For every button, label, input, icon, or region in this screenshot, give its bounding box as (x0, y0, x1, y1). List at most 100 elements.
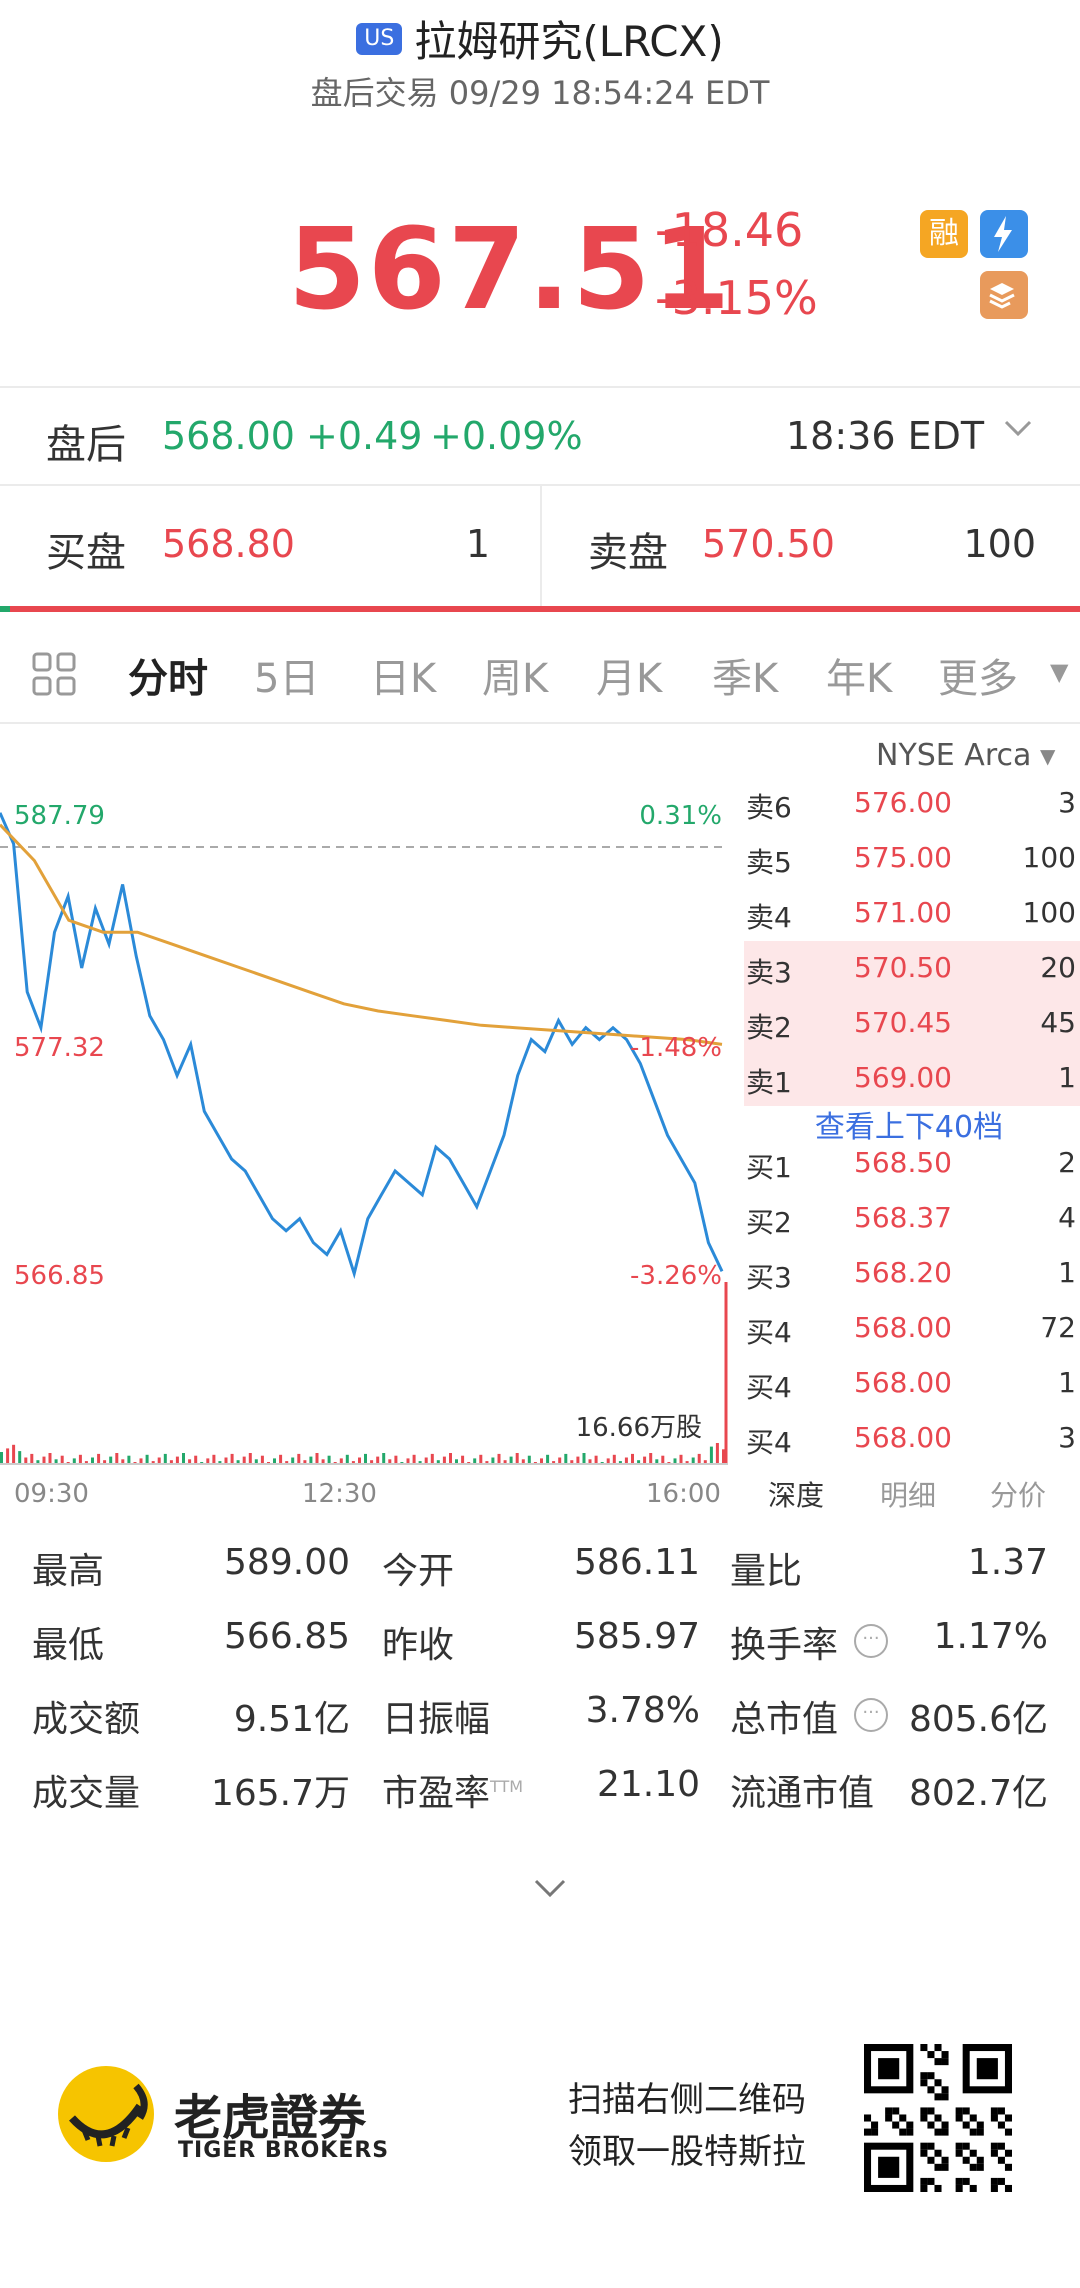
volume-bar (345, 1454, 349, 1464)
sell-level-row[interactable]: 卖3 570.50 20 (744, 941, 1080, 996)
volume-bar (24, 1457, 28, 1464)
volume-bar (503, 1460, 507, 1464)
y-label-top-pct: 0.31% (639, 801, 722, 831)
buy-level-label: 买4 (746, 1316, 792, 1349)
tab-price-dist[interactable]: 分价 (990, 1479, 1047, 1512)
sell-level-qty: 100 (1022, 896, 1076, 929)
volume-bar (212, 1454, 216, 1464)
margin-badge-icon[interactable]: 融 (920, 210, 968, 258)
stat-float-cap: 802.7亿 (908, 1773, 1048, 1814)
volume-bar (230, 1453, 234, 1464)
title-row: US 拉姆研究(LRCX) (0, 8, 1080, 69)
stat-pe-label: 市盈率TTM (382, 1764, 523, 1816)
volume-bar (388, 1459, 392, 1464)
expand-chevron-icon[interactable] (530, 1868, 570, 1912)
stat-open: 586.11 (574, 1542, 700, 1583)
bid-ask-ratio-bar-green (0, 606, 10, 612)
volume-bar (309, 1456, 313, 1464)
sell-level-row[interactable]: 卖6 576.00 3 (744, 776, 1080, 831)
sell-level-price: 570.45 (854, 1006, 952, 1039)
afterhours-change: +0.49 (306, 414, 423, 458)
volume-bar (6, 1448, 10, 1464)
volume-bar (60, 1455, 64, 1464)
tab-depth[interactable]: 深度 (768, 1479, 825, 1512)
buy-level-row[interactable]: 买1 568.50 2 (744, 1136, 1080, 1191)
stat-prev-close: 585.97 (574, 1616, 700, 1657)
volume-bar (72, 1458, 76, 1464)
volume-bar (424, 1457, 428, 1464)
volume-bar (254, 1459, 258, 1464)
buy-level-row[interactable]: 买4 568.00 3 (744, 1411, 1080, 1466)
x-tick-open: 09:30 (14, 1479, 89, 1509)
grid-icon[interactable] (32, 652, 78, 698)
volume-bar (30, 1453, 34, 1464)
layers-badge-icon[interactable] (980, 271, 1028, 319)
tab-5day[interactable]: 5日 (254, 656, 320, 702)
volume-bar (139, 1458, 143, 1464)
volume-bar (321, 1459, 325, 1464)
sell-level-qty: 100 (1022, 841, 1076, 874)
volume-bar (606, 1458, 610, 1464)
volume-bar (722, 1449, 725, 1464)
ask-label: 卖盘 (588, 530, 668, 576)
volume-bar (461, 1455, 465, 1464)
buy-level-row[interactable]: 买3 568.20 1 (744, 1246, 1080, 1301)
buy-level-row[interactable]: 买4 568.00 72 (744, 1301, 1080, 1356)
lightning-badge-icon[interactable] (980, 210, 1028, 258)
volume-bar (442, 1456, 446, 1464)
afterhours-time: 18:36 EDT (786, 414, 985, 458)
stat-turnover-rate-label: 换手率 (730, 1625, 839, 1666)
buy-level-row[interactable]: 买4 568.00 1 (744, 1356, 1080, 1411)
tab-details[interactable]: 明细 (880, 1479, 937, 1512)
view-40-levels-link[interactable]: 查看上下40档 (814, 1110, 1004, 1145)
sell-level-row[interactable]: 卖5 575.00 100 (744, 831, 1080, 886)
caret-down-icon[interactable]: ▼ (1050, 658, 1069, 686)
tab-monthly[interactable]: 月K (596, 656, 663, 702)
volume-bar (224, 1457, 228, 1464)
more-info-icon[interactable]: ··· (854, 1698, 888, 1732)
sell-level-row[interactable]: 卖2 570.45 45 (744, 996, 1080, 1051)
intraday-chart[interactable]: 587.79 0.31% 577.32 -1.48% 566.85 -3.26%… (0, 722, 740, 1522)
x-tick-mid: 12:30 (302, 1479, 377, 1509)
volume-bar (515, 1453, 519, 1464)
sell-level-price: 569.00 (854, 1061, 952, 1094)
bid-price: 568.80 (162, 522, 295, 566)
stat-low: 566.85 (224, 1616, 350, 1657)
stats-grid: 最高 589.00 今开 586.11 量比 1.37 最低 566.85 昨收… (0, 1542, 1080, 1842)
volume-bar (169, 1460, 173, 1464)
brand-name-en: TIGER BROKERS (178, 2138, 390, 2163)
volume-bar (612, 1454, 616, 1464)
afterhours-row[interactable]: 盘后 568.00 +0.49 +0.09% 18:36 EDT (0, 388, 1080, 484)
caret-down-icon[interactable]: ▼ (1040, 744, 1056, 768)
tab-weekly[interactable]: 周K (482, 656, 549, 702)
stat-turnover: 9.51亿 (233, 1699, 350, 1740)
sell-level-row[interactable]: 卖4 571.00 100 (744, 886, 1080, 941)
tab-daily[interactable]: 日K (370, 656, 437, 702)
more-info-icon[interactable]: ··· (854, 1624, 888, 1658)
volume-bar (297, 1453, 301, 1464)
buy-level-row[interactable]: 买2 568.37 4 (744, 1191, 1080, 1246)
tab-yearly[interactable]: 年K (826, 656, 893, 702)
footer-promo: 老虎證券 TIGER BROKERS 扫描右侧二维码 领取一股特斯拉 (0, 2040, 1080, 2240)
volume-bar (291, 1457, 295, 1464)
tab-quarterly[interactable]: 季K (712, 656, 779, 702)
volume-bar (242, 1456, 246, 1464)
volume-bar (703, 1460, 707, 1464)
stat-amplitude-label: 日振幅 (382, 1699, 491, 1740)
volume-bar (485, 1461, 489, 1464)
y-label-low-pct: -3.26% (630, 1261, 722, 1291)
volume-bar (631, 1453, 634, 1464)
volume-bar (157, 1457, 161, 1464)
stat-mktcap-label: 总市值 (730, 1699, 839, 1740)
chevron-down-icon[interactable] (1000, 408, 1036, 457)
tab-intraday[interactable]: 分时 (128, 656, 208, 702)
volume-bar (91, 1457, 94, 1464)
volume-bar (121, 1459, 125, 1464)
volume-bar (491, 1457, 495, 1464)
tab-more[interactable]: 更多 (938, 656, 1018, 702)
qr-code-icon[interactable] (864, 2044, 1012, 2192)
volume-bar (327, 1455, 331, 1464)
exchange-selector[interactable]: NYSE Arca (876, 738, 1032, 773)
volume-bar (570, 1460, 574, 1464)
sell-level-row[interactable]: 卖1 569.00 1 (744, 1051, 1080, 1106)
